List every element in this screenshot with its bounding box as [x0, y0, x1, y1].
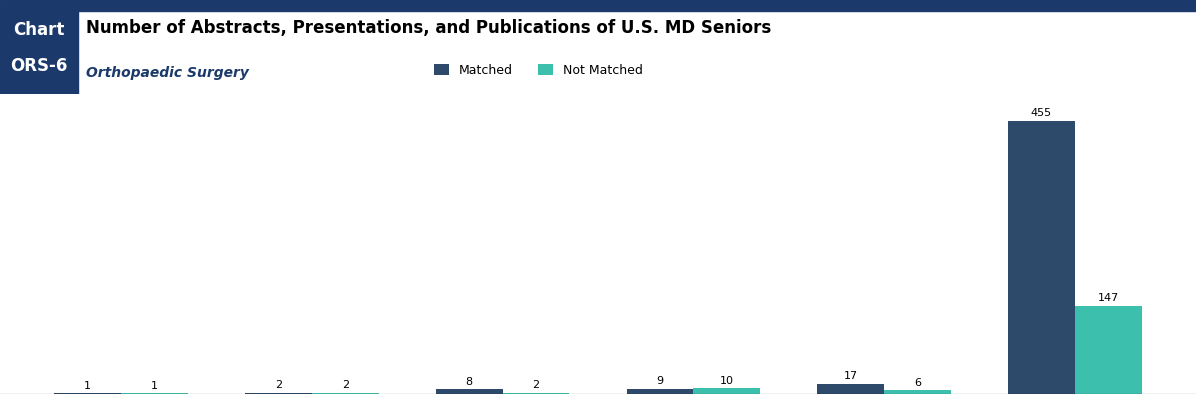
Text: 1: 1 [84, 381, 91, 391]
Text: Orthopaedic Surgery: Orthopaedic Surgery [86, 66, 249, 80]
Text: 2: 2 [532, 380, 539, 390]
Bar [1008, 121, 1075, 394]
Bar [78, 0, 1196, 11]
Bar [817, 384, 884, 394]
Text: 9: 9 [657, 376, 664, 386]
Bar [245, 393, 312, 394]
Bar [312, 393, 379, 394]
Bar [1075, 306, 1142, 394]
Text: Chart: Chart [13, 21, 65, 39]
Text: Number of Abstracts, Presentations, and Publications of U.S. MD Seniors: Number of Abstracts, Presentations, and … [86, 19, 771, 37]
Text: ORS-6: ORS-6 [11, 57, 67, 75]
Bar [435, 389, 502, 394]
Legend: Matched, Not Matched: Matched, Not Matched [434, 64, 642, 77]
Text: 2: 2 [275, 380, 282, 390]
Text: 2: 2 [342, 380, 349, 390]
Bar [884, 390, 951, 394]
Bar [0, 0, 78, 94]
Bar [502, 393, 569, 394]
Text: 6: 6 [914, 378, 921, 388]
Text: 1: 1 [151, 381, 158, 391]
Bar [54, 393, 121, 394]
Bar [627, 388, 694, 394]
Bar [694, 388, 761, 394]
Text: 8: 8 [465, 377, 472, 387]
Bar [121, 393, 188, 394]
Text: 10: 10 [720, 375, 734, 386]
Text: 17: 17 [843, 372, 858, 381]
Text: 455: 455 [1031, 108, 1052, 119]
Text: 147: 147 [1098, 294, 1119, 303]
